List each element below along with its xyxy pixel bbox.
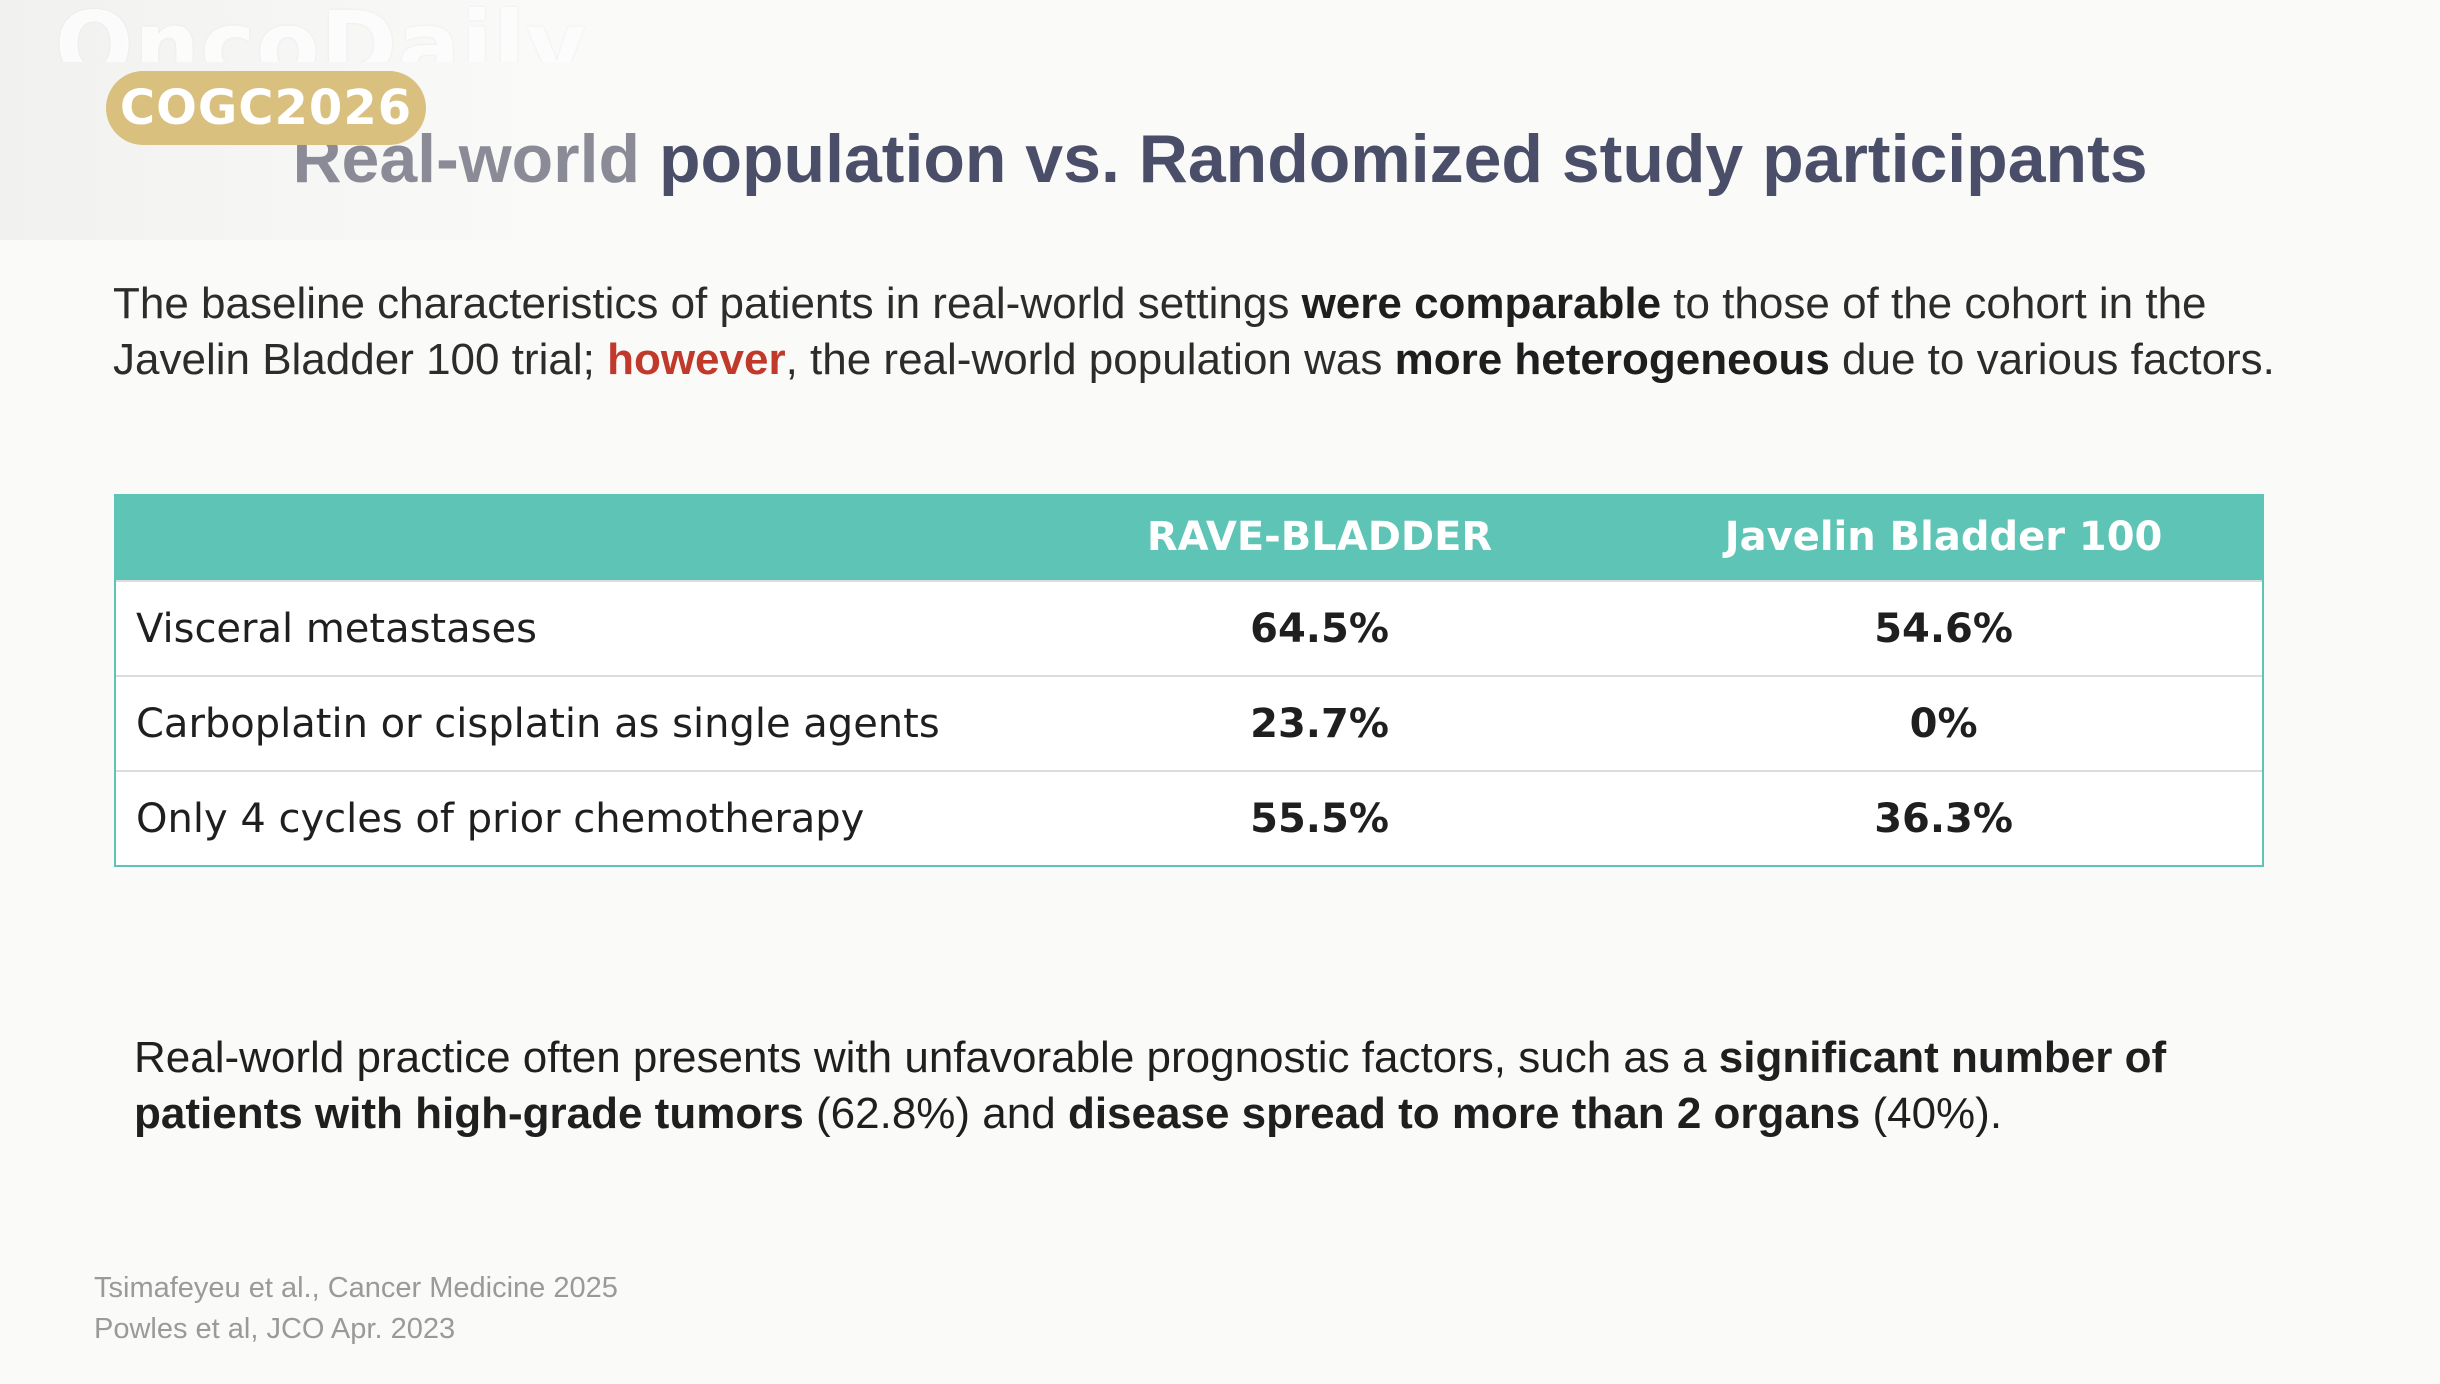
table-header: RAVE-BLADDER Javelin Bladder 100 <box>116 494 2262 581</box>
reference-item: Tsimafeyeu et al., Cancer Medicine 2025 <box>94 1272 618 1304</box>
intro-highlight: however <box>607 335 786 384</box>
row-label: Only 4 cycles of prior chemotherapy <box>116 770 1014 865</box>
rave-value: 64.5% <box>1013 580 1626 676</box>
row-label: Carboplatin or cisplatin as single agent… <box>116 675 1014 771</box>
header-cell-javelin: Javelin Bladder 100 <box>1625 494 2262 581</box>
table-body: Visceral metastases 64.5% 54.6% Carbopla… <box>116 580 2262 865</box>
intro-bold-2: more heterogeneous <box>1394 335 1830 384</box>
javelin-value: 0% <box>1625 675 2262 771</box>
summary-bold-2: disease spread to more than 2 organs <box>1067 1089 1861 1138</box>
title-part-main: population vs. Randomized study particip… <box>640 121 2148 197</box>
table-row: Only 4 cycles of prior chemotherapy 55.5… <box>116 770 2262 865</box>
comparison-table: RAVE-BLADDER Javelin Bladder 100 Viscera… <box>116 494 2262 865</box>
summary-bold-1: significant number of patients with high… <box>134 1033 2167 1138</box>
slide-title: Real-world population vs. Randomized stu… <box>0 120 2440 198</box>
intro-paragraph: The baseline characteristics of patients… <box>113 276 2313 388</box>
comparison-table-container: RAVE-BLADDER Javelin Bladder 100 Viscera… <box>114 494 2264 867</box>
summary-text-2: (62.8%) and <box>803 1089 1068 1138</box>
summary-paragraph: Real-world practice often presents with … <box>134 1030 2334 1142</box>
table-row: Visceral metastases 64.5% 54.6% <box>116 580 2262 676</box>
intro-text-3: , the real-world population was <box>785 335 1395 384</box>
summary-text-3: (40%). <box>1860 1089 2003 1138</box>
references: Tsimafeyeu et al., Cancer Medicine 2025 … <box>94 1268 618 1350</box>
event-badge: COGC2026 <box>106 71 426 145</box>
watermark-logo: OncoDaily <box>55 0 587 62</box>
rave-value: 23.7% <box>1013 675 1626 771</box>
table-header-row: RAVE-BLADDER Javelin Bladder 100 <box>116 494 2262 581</box>
row-label: Visceral metastases <box>116 580 1014 676</box>
header-cell-empty <box>116 494 1014 581</box>
table-row: Carboplatin or cisplatin as single agent… <box>116 675 2262 771</box>
header-cell-rave-bladder: RAVE-BLADDER <box>1013 494 1626 581</box>
rave-value: 55.5% <box>1013 770 1626 865</box>
summary-text-1: Real-world practice often presents with … <box>134 1033 1719 1082</box>
intro-bold-1: were comparable <box>1301 279 1662 328</box>
javelin-value: 36.3% <box>1625 770 2262 865</box>
reference-item: Powles et al, JCO Apr. 2023 <box>94 1313 456 1345</box>
intro-text-2: to those of the cohort in the Javelin Bl… <box>113 279 2207 384</box>
intro-text-1: The baseline characteristics of patients… <box>113 279 1302 328</box>
javelin-value: 54.6% <box>1625 580 2262 676</box>
intro-text-4: due to various factors. <box>1829 335 2275 384</box>
